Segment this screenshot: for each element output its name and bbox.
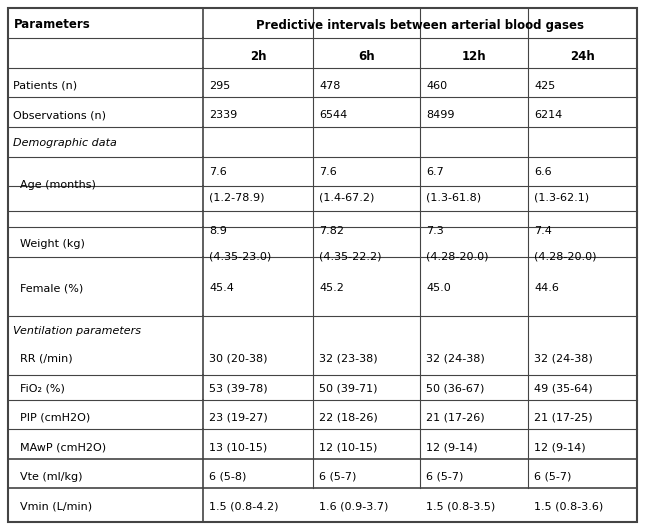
Text: 24h: 24h (570, 50, 595, 63)
Text: 6 (5-7): 6 (5-7) (319, 472, 357, 482)
Text: (1.3-61.8): (1.3-61.8) (426, 193, 481, 203)
Text: 45.2: 45.2 (319, 283, 344, 293)
Text: Observations (n): Observations (n) (13, 110, 106, 120)
Text: Predictive intervals between arterial blood gases: Predictive intervals between arterial bl… (256, 19, 584, 31)
Text: 44.6: 44.6 (534, 283, 559, 293)
Text: Demographic data: Demographic data (13, 138, 117, 148)
Text: 7.6: 7.6 (319, 167, 337, 176)
Text: 425: 425 (534, 81, 555, 91)
Text: 32 (23-38): 32 (23-38) (319, 354, 377, 364)
Text: FiO₂ (%): FiO₂ (%) (13, 383, 65, 393)
Text: 6h: 6h (358, 50, 375, 63)
Text: 12 (9-14): 12 (9-14) (426, 443, 478, 453)
Text: 478: 478 (319, 81, 341, 91)
Text: 21 (17-26): 21 (17-26) (426, 413, 484, 423)
Text: 12 (10-15): 12 (10-15) (319, 443, 377, 453)
Text: 21 (17-25): 21 (17-25) (534, 413, 593, 423)
Text: 2339: 2339 (209, 110, 237, 120)
Text: 23 (19-27): 23 (19-27) (209, 413, 268, 423)
Text: 7.4: 7.4 (534, 226, 552, 236)
Text: Weight (kg): Weight (kg) (13, 239, 85, 249)
Text: 6 (5-8): 6 (5-8) (209, 472, 246, 482)
Text: (4.28-20.0): (4.28-20.0) (426, 252, 488, 262)
Text: 45.0: 45.0 (426, 283, 451, 293)
Text: 12 (9-14): 12 (9-14) (534, 443, 586, 453)
Text: 30 (20-38): 30 (20-38) (209, 354, 268, 364)
Text: 6214: 6214 (534, 110, 562, 120)
Text: 13 (10-15): 13 (10-15) (209, 443, 267, 453)
Text: (4.28-20.0): (4.28-20.0) (534, 252, 597, 262)
Text: 7.6: 7.6 (209, 167, 227, 176)
Text: (1.2-78.9): (1.2-78.9) (209, 193, 264, 203)
Text: 1.6 (0.9-3.7): 1.6 (0.9-3.7) (319, 501, 388, 511)
Text: 12h: 12h (462, 50, 486, 63)
Text: (4.35-23.0): (4.35-23.0) (209, 252, 272, 262)
Text: Parameters: Parameters (14, 19, 91, 31)
Text: Vte (ml/kg): Vte (ml/kg) (13, 472, 83, 482)
Text: (1.4-67.2): (1.4-67.2) (319, 193, 374, 203)
Text: 7.3: 7.3 (426, 226, 444, 236)
Text: 2h: 2h (250, 50, 266, 63)
Text: 6544: 6544 (319, 110, 347, 120)
Text: 6.7: 6.7 (426, 167, 444, 176)
Text: Age (months): Age (months) (13, 180, 96, 190)
Text: Vmin (L/min): Vmin (L/min) (13, 501, 92, 511)
Text: 45.4: 45.4 (209, 283, 234, 293)
Text: 6 (5-7): 6 (5-7) (426, 472, 463, 482)
Text: 1.5 (0.8-4.2): 1.5 (0.8-4.2) (209, 501, 279, 511)
Text: (4.35-22.2): (4.35-22.2) (319, 252, 381, 262)
Text: PIP (cmH2O): PIP (cmH2O) (13, 413, 90, 423)
Text: 295: 295 (209, 81, 230, 91)
Text: MAwP (cmH2O): MAwP (cmH2O) (13, 443, 106, 453)
Text: Female (%): Female (%) (13, 283, 83, 293)
Text: 460: 460 (426, 81, 447, 91)
Text: Patients (n): Patients (n) (13, 81, 77, 91)
Text: 22 (18-26): 22 (18-26) (319, 413, 378, 423)
Text: 1.5 (0.8-3.6): 1.5 (0.8-3.6) (534, 501, 603, 511)
Text: 49 (35-64): 49 (35-64) (534, 383, 593, 393)
Text: 1.5 (0.8-3.5): 1.5 (0.8-3.5) (426, 501, 495, 511)
Text: Ventilation parameters: Ventilation parameters (13, 326, 141, 337)
Text: (1.3-62.1): (1.3-62.1) (534, 193, 589, 203)
Text: 6 (5-7): 6 (5-7) (534, 472, 571, 482)
Text: 8499: 8499 (426, 110, 455, 120)
Text: 6.6: 6.6 (534, 167, 551, 176)
Text: 50 (36-67): 50 (36-67) (426, 383, 484, 393)
Text: 8.9: 8.9 (209, 226, 227, 236)
Text: 7.82: 7.82 (319, 226, 344, 236)
Text: RR (/min): RR (/min) (13, 354, 73, 364)
Text: 50 (39-71): 50 (39-71) (319, 383, 377, 393)
Text: 32 (24-38): 32 (24-38) (426, 354, 485, 364)
Text: 32 (24-38): 32 (24-38) (534, 354, 593, 364)
Text: 53 (39-78): 53 (39-78) (209, 383, 268, 393)
